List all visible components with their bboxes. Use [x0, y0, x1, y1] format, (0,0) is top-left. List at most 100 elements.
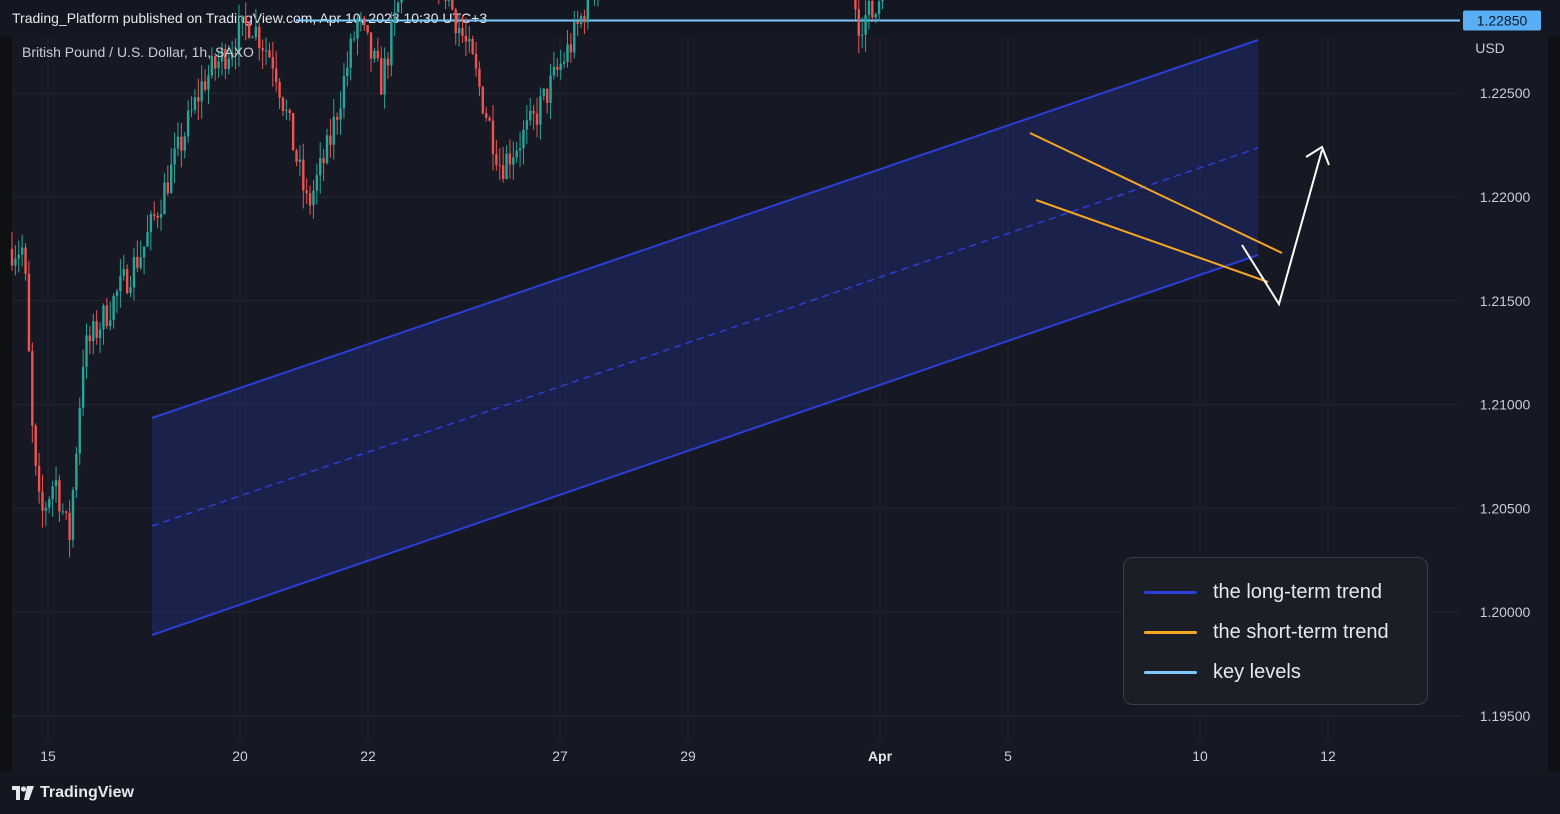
legend-label: the short-term trend: [1213, 620, 1389, 643]
candle-body: [339, 108, 342, 120]
candle-body: [393, 12, 396, 23]
key-level-tag: [1463, 10, 1541, 31]
candle-body: [505, 153, 508, 179]
candle-body: [867, 0, 871, 16]
candle-body: [85, 335, 88, 367]
y-tick-label: 1.20000: [1480, 604, 1531, 620]
candle-body: [156, 215, 159, 218]
candle-body: [457, 28, 461, 34]
candle-body: [237, 21, 241, 55]
candle-body: [539, 96, 542, 125]
candle-body: [81, 366, 85, 408]
candle-body: [163, 182, 166, 214]
key-level-tag-text: 1.22850: [1477, 13, 1528, 29]
projection-arrows: [1241, 145, 1330, 307]
short-term-trend: [1029, 132, 1283, 283]
channel-lower: [151, 254, 1259, 636]
candle-body: [322, 158, 325, 164]
candle-body: [535, 113, 539, 125]
candle-body: [485, 113, 488, 118]
candle-body: [545, 88, 549, 103]
candle-body: [396, 2, 400, 13]
candle-body: [481, 86, 485, 114]
candle-body: [369, 32, 373, 59]
candle-body: [352, 38, 356, 40]
candle-body: [857, 9, 860, 36]
candle-body: [203, 81, 207, 90]
grid-lines: [12, 36, 1460, 740]
candle-body: [264, 50, 268, 52]
candle-body: [312, 190, 315, 206]
symbol-title: British Pound / U.S. Dollar, 1h, SAXO: [22, 44, 254, 60]
x-tick-label: 22: [360, 748, 376, 764]
candle-body: [125, 269, 129, 293]
candle-body: [142, 246, 146, 258]
channel-mid: [151, 147, 1259, 527]
long-term-channel: [151, 39, 1259, 636]
y-tick-label: 1.20500: [1480, 500, 1531, 516]
x-tick-label: 12: [1320, 748, 1336, 764]
projection-path: [1241, 149, 1323, 307]
candle-body: [230, 53, 234, 59]
chart-legend: the long-term trend the short-term trend…: [1123, 557, 1428, 705]
candle-body: [288, 109, 291, 114]
candle-body: [325, 135, 329, 164]
candle-body: [451, 0, 454, 10]
legend-item-long-term: the long-term trend: [1144, 580, 1382, 604]
candle-body: [380, 58, 383, 95]
candle-body: [576, 21, 579, 25]
x-tick-label: Apr: [868, 748, 893, 764]
candle-body: [302, 159, 305, 191]
candle-body: [48, 499, 51, 508]
candle-body: [525, 120, 529, 130]
candle-body: [119, 275, 122, 292]
candle-body: [214, 56, 217, 69]
candle-body: [20, 247, 24, 255]
candle-body: [474, 53, 478, 69]
candle-body: [512, 157, 515, 165]
y-tick-label: 1.21500: [1480, 293, 1531, 309]
candle-body: [464, 35, 468, 42]
candle-body: [129, 287, 132, 293]
candle-body: [522, 129, 525, 149]
tradingview-logo[interactable]: TradingView: [12, 784, 134, 802]
candle-body: [569, 44, 573, 53]
candle-body: [58, 480, 61, 512]
candle-body: [518, 148, 522, 151]
candle-body: [386, 58, 390, 66]
candle-body: [552, 66, 556, 76]
candle-body: [342, 76, 346, 109]
candle-body: [376, 50, 380, 59]
candle-body: [854, 0, 857, 10]
candle-body: [31, 351, 34, 426]
y-tick-label: 1.22500: [1480, 85, 1531, 101]
candle-body: [573, 21, 576, 53]
channel-upper: [151, 39, 1259, 419]
candle-body: [10, 248, 14, 266]
candle-body: [241, 15, 244, 22]
candle-body: [363, 18, 366, 26]
published-caption: Trading_Platform published on TradingVie…: [12, 10, 488, 26]
key-levels: [296, 19, 1460, 22]
candle-body: [136, 256, 139, 268]
channel-fill: [152, 40, 1258, 635]
x-tick-label: 20: [232, 748, 248, 764]
candle-body: [247, 23, 251, 38]
candle-body: [115, 291, 119, 296]
candle-body: [200, 81, 203, 102]
tradingview-brand: TradingView: [40, 784, 134, 801]
candle-body: [515, 150, 518, 158]
candle-body: [881, 0, 884, 2]
candle-body: [305, 190, 308, 194]
legend-swatch: [1144, 590, 1197, 594]
candle-body: [542, 88, 545, 97]
candle-body: [315, 175, 319, 191]
candle-body: [461, 28, 464, 36]
candle-body: [207, 75, 210, 90]
candle-body: [864, 15, 867, 35]
candle-body: [562, 61, 566, 64]
candle-body: [268, 50, 271, 58]
candle-body: [78, 407, 81, 454]
candle-body: [349, 38, 352, 68]
